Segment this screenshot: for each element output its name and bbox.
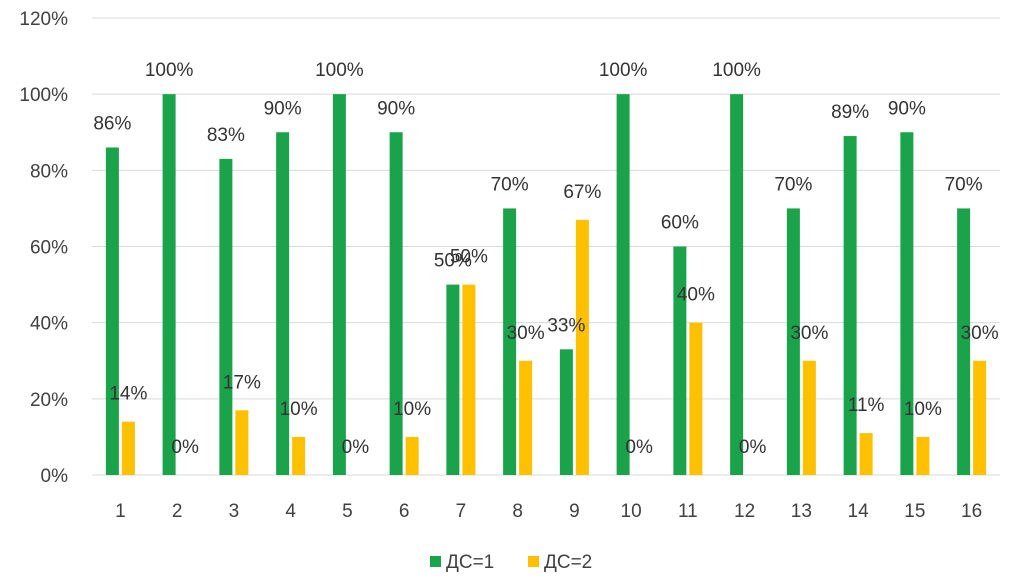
data-label-ds2: 10% — [280, 399, 318, 420]
bar-ds1 — [332, 94, 346, 476]
x-tick-label: 2 — [172, 501, 183, 522]
x-tick-label: 8 — [512, 501, 523, 522]
bar-ds1 — [616, 94, 630, 476]
data-label-ds2: 0% — [171, 437, 199, 458]
bar-ds1 — [105, 147, 119, 475]
data-label-ds1: 50% — [434, 251, 472, 272]
x-tick-label: 3 — [229, 501, 240, 522]
x-tick-label: 14 — [848, 501, 870, 522]
data-label-ds2: 0% — [625, 437, 653, 458]
bar-ds1 — [730, 94, 744, 476]
x-tick-label: 7 — [456, 501, 467, 522]
bar-ds2 — [802, 360, 816, 475]
legend-swatch-ds1 — [430, 556, 441, 567]
data-labels: 86% 14% 100% 0% 83% 17% 90% 10% 100% 0% 90% 10% 50%5… — [93, 60, 998, 458]
x-axis-tick-labels: 1 2 3 4 5 6 7 8 9 10 11 12 13 14 15 16 — [115, 501, 982, 522]
legend-label-ds2: ДС=2 — [544, 552, 592, 573]
bar-ds2 — [235, 410, 249, 475]
bar-ds1 — [219, 158, 233, 476]
legend-label-ds1: ДС=1 — [446, 552, 494, 573]
data-label-ds1: 83% — [207, 125, 245, 146]
data-label-ds2: 30% — [961, 323, 999, 344]
data-label-ds2: 14% — [109, 384, 147, 405]
data-label-ds2: 10% — [393, 399, 431, 420]
y-tick-label: 60% — [30, 238, 68, 259]
x-tick-label: 16 — [961, 501, 982, 522]
y-tick-label: 40% — [30, 314, 68, 335]
bar-ds1 — [276, 132, 290, 475]
gridlines — [92, 17, 1000, 476]
y-tick-label: 100% — [19, 85, 68, 106]
bar-ds2 — [689, 322, 703, 475]
y-tick-label: 80% — [30, 161, 68, 182]
bar-ds1 — [786, 208, 800, 475]
bar-ds1 — [957, 208, 971, 475]
bar-ds2 — [519, 360, 533, 475]
bars — [105, 94, 987, 476]
data-label-ds2: 11% — [848, 395, 885, 416]
data-label-ds2: 0% — [342, 437, 370, 458]
data-label-ds1: 70% — [945, 174, 983, 195]
x-tick-label: 9 — [569, 501, 580, 522]
data-label-ds1: 70% — [774, 174, 812, 195]
bar-ds1 — [843, 136, 857, 475]
data-label-ds1: 70% — [491, 174, 529, 195]
x-tick-label: 10 — [621, 501, 642, 522]
data-label-ds1: 86% — [93, 113, 131, 134]
bar-ds2 — [859, 433, 873, 475]
data-label-ds1: 90% — [888, 98, 926, 119]
x-tick-label: 13 — [791, 501, 812, 522]
bar-ds2 — [916, 436, 930, 475]
bar-ds1 — [673, 246, 687, 475]
x-tick-label: 11 — [678, 501, 698, 522]
data-label-ds1: 100% — [145, 60, 194, 81]
bar-ds1 — [162, 94, 176, 476]
bar-ds2 — [121, 421, 135, 475]
data-label-ds2: 30% — [790, 323, 828, 344]
bar-ds1 — [503, 208, 517, 475]
y-axis-tick-labels: 0% 20% 40% 60% 80% 100% 120% — [19, 9, 68, 487]
bar-ds2 — [575, 219, 589, 475]
bar-ds2 — [462, 284, 476, 475]
bar-ds1 — [900, 132, 914, 475]
x-tick-label: 15 — [904, 501, 925, 522]
y-tick-label: 20% — [30, 390, 68, 411]
x-tick-label: 1 — [115, 501, 126, 522]
x-tick-label: 5 — [342, 501, 353, 522]
legend: ДС=1 ДС=2 — [430, 552, 592, 573]
data-label-ds2: 10% — [904, 399, 942, 420]
data-label-ds2: 40% — [677, 285, 715, 306]
bar-ds1 — [446, 284, 460, 475]
data-label-ds2: 0% — [739, 437, 767, 458]
bar-ds1 — [559, 349, 573, 475]
data-label-ds1: 60% — [661, 213, 699, 234]
data-label-ds2: 17% — [223, 372, 261, 393]
data-label-ds1: 100% — [315, 60, 364, 81]
y-tick-label: 120% — [19, 9, 68, 30]
data-label-ds1: 90% — [377, 98, 415, 119]
data-label-ds1: 100% — [599, 60, 648, 81]
bar-ds2 — [292, 436, 306, 475]
x-tick-label: 12 — [734, 501, 755, 522]
bar-ds1 — [389, 132, 403, 475]
bar-ds2 — [973, 360, 987, 475]
data-label-ds1: 33% — [547, 315, 585, 336]
x-tick-label: 4 — [285, 501, 296, 522]
data-label-ds1: 100% — [712, 60, 761, 81]
legend-swatch-ds2 — [528, 556, 539, 567]
x-tick-label: 6 — [399, 501, 410, 522]
data-label-ds1: 89% — [831, 102, 869, 123]
data-label-ds2: 50% — [450, 247, 488, 268]
data-label-ds2: 30% — [507, 323, 545, 344]
y-tick-label: 0% — [41, 466, 69, 487]
bar-ds2 — [405, 436, 419, 475]
data-label-ds1: 90% — [264, 98, 302, 119]
data-label-ds2: 67% — [563, 182, 601, 203]
